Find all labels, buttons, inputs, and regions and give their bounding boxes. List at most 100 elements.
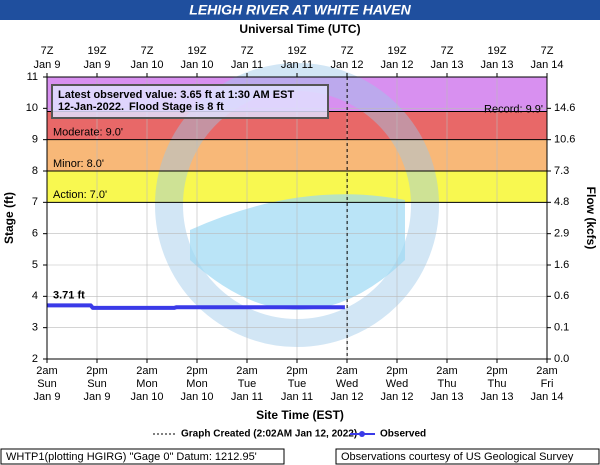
top-x-tick-date: Jan 12 xyxy=(380,59,413,71)
y-tick-label: 6 xyxy=(32,228,38,240)
x-tick-date: Jan 13 xyxy=(480,391,513,403)
y-tick-label: 4 xyxy=(32,290,38,302)
footer-right-box xyxy=(335,448,600,465)
x-tick-date: Jan 9 xyxy=(34,391,61,403)
top-x-tick-label: 7Z xyxy=(41,45,54,57)
top-x-tick-date: Jan 10 xyxy=(130,59,163,71)
x-tick-label: 2am xyxy=(36,365,57,377)
x-tick-label: 2am xyxy=(336,365,357,377)
top-x-tick-date: Jan 12 xyxy=(330,59,363,71)
y2-tick-label: 0.6 xyxy=(554,290,569,302)
footer-right: Observations courtesy of US Geological S… xyxy=(341,451,574,463)
annotation-line: 12-Jan-2022. xyxy=(58,101,124,113)
legend-created-label: Graph Created (2:02AM Jan 12, 2022) xyxy=(181,429,357,440)
y-tick-label: 10 xyxy=(26,102,38,114)
x-tick-label: 2am xyxy=(436,365,457,377)
x-tick-label: 2pm xyxy=(186,365,207,377)
x-tick-label: 2am xyxy=(136,365,157,377)
y2-tick-label: 0.1 xyxy=(554,322,569,334)
annotation-line: Latest observed value: 3.65 ft at 1:30 A… xyxy=(58,89,294,101)
y-axis-title: Stage (ft) xyxy=(2,192,16,244)
flood-label: Action: 7.0' xyxy=(53,189,107,201)
observed-line xyxy=(47,303,345,310)
top-x-tick-label: 19Z xyxy=(288,45,307,57)
record-label: Record: 9.9' xyxy=(484,103,543,115)
y2-tick-label: 0.0 xyxy=(554,353,569,365)
footer-left: WHTP1(plotting HGIRG) "Gage 0" Datum: 12… xyxy=(6,451,257,463)
top-x-tick-date: Jan 10 xyxy=(180,59,213,71)
y2-axis-title: Flow (kcfs) xyxy=(584,187,598,250)
top-x-tick-date: Jan 13 xyxy=(480,59,513,71)
top-x-tick-label: 7Z xyxy=(141,45,154,57)
x-tick-day: Sun xyxy=(87,378,107,390)
y-tick-label: 9 xyxy=(32,134,38,146)
x-tick-day: Wed xyxy=(336,378,358,390)
x-tick-date: Jan 13 xyxy=(430,391,463,403)
top-x-tick-date: Jan 9 xyxy=(34,59,61,71)
x-tick-day: Tue xyxy=(238,378,257,390)
annotation-box xyxy=(51,84,329,119)
x-tick-date: Jan 10 xyxy=(130,391,163,403)
x-tick-date: Jan 12 xyxy=(330,391,363,403)
x-tick-date: Jan 10 xyxy=(180,391,213,403)
top-x-tick-date: Jan 14 xyxy=(530,59,563,71)
plot-frame xyxy=(46,76,548,360)
flood-label: Minor: 8.0' xyxy=(53,158,104,170)
x-tick-label: 2pm xyxy=(286,365,307,377)
y2-tick-label: 14.6 xyxy=(554,102,575,114)
top-x-tick-date: Jan 9 xyxy=(84,59,111,71)
footer-left-box xyxy=(0,448,285,465)
y2-tick-label: 10.6 xyxy=(554,134,575,146)
top-x-tick-label: 7Z xyxy=(441,45,454,57)
top-x-tick-label: 19Z xyxy=(88,45,107,57)
flood-label: Moderate: 9.0' xyxy=(53,127,123,139)
x-tick-date: Jan 14 xyxy=(530,391,563,403)
top-x-tick-label: 19Z xyxy=(388,45,407,57)
x-tick-date: Jan 11 xyxy=(231,391,263,403)
top-x-tick-label: 7Z xyxy=(341,45,354,57)
top-x-tick-date: Jan 11 xyxy=(281,59,313,71)
legend-swatch-marker xyxy=(359,431,365,437)
x-tick-day: Fri xyxy=(541,378,554,390)
legend: Observed xyxy=(350,429,426,440)
top-x-tick-label: 7Z xyxy=(541,45,554,57)
y-tick-label: 8 xyxy=(32,165,38,177)
y-tick-label: 11 xyxy=(27,71,38,83)
top-x-tick-date: Jan 11 xyxy=(231,59,263,71)
top-x-tick-label: 7Z xyxy=(241,45,254,57)
top-x-tick-date: Jan 13 xyxy=(430,59,463,71)
x-tick-date: Jan 9 xyxy=(84,391,111,403)
data-label: 3.71 ft xyxy=(53,289,85,301)
x-tick-day: Thu xyxy=(488,378,507,390)
y2-tick-label: 2.9 xyxy=(554,228,569,240)
y2-tick-label: 1.6 xyxy=(554,259,569,271)
y-tick-label: 2 xyxy=(32,353,38,365)
watermark xyxy=(190,194,405,310)
x-tick-day: Thu xyxy=(438,378,457,390)
x-tick-label: 2pm xyxy=(486,365,507,377)
x-tick-day: Mon xyxy=(186,378,207,390)
x-tick-label: 2pm xyxy=(386,365,407,377)
x-tick-date: Jan 12 xyxy=(380,391,413,403)
x-tick-label: 2am xyxy=(536,365,557,377)
title-bar xyxy=(0,0,600,20)
x-tick-day: Mon xyxy=(136,378,157,390)
top-axis-title: Universal Time (UTC) xyxy=(239,22,360,36)
x-tick-day: Sun xyxy=(37,378,57,390)
y2-tick-label: 4.8 xyxy=(554,196,569,208)
x-axis-title: Site Time (EST) xyxy=(256,408,344,422)
chart-title: LEHIGH RIVER AT WHITE HAVEN xyxy=(189,2,411,18)
y-tick-label: 5 xyxy=(32,259,38,271)
x-tick-label: 2am xyxy=(236,365,257,377)
x-tick-day: Wed xyxy=(386,378,408,390)
annotation-flood-stage: Flood Stage is 8 ft xyxy=(129,101,224,113)
x-tick-date: Jan 11 xyxy=(281,391,313,403)
y-tick-label: 3 xyxy=(32,322,38,334)
x-tick-label: 2pm xyxy=(86,365,107,377)
y-tick-label: 7 xyxy=(32,196,38,208)
top-x-tick-label: 19Z xyxy=(488,45,507,57)
legend-label: Observed xyxy=(380,429,426,440)
x-tick-day: Tue xyxy=(288,378,307,390)
